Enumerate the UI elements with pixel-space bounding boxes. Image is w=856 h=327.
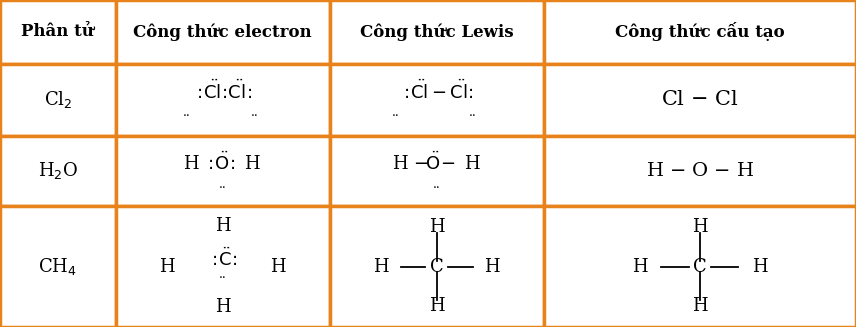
Text: ··: ·· [391, 110, 400, 123]
Bar [0, 0, 116, 64]
Bar [544, 136, 856, 206]
Bar [0, 206, 116, 327]
Text: H: H [692, 297, 708, 315]
Text: C: C [693, 257, 707, 276]
Text: H $-\!\ddot{\rm O}\!-$ H: H $-\!\ddot{\rm O}\!-$ H [392, 151, 481, 174]
Bar [330, 206, 544, 327]
Text: $:\!\ddot{\rm Cl}\!:\!\ddot{\rm Cl}\!:$: $:\!\ddot{\rm Cl}\!:\!\ddot{\rm Cl}\!:$ [193, 80, 253, 103]
Bar [330, 136, 544, 206]
Text: $:\!\ddot{\rm Cl}-\ddot{\rm Cl}\!:$: $:\!\ddot{\rm Cl}-\ddot{\rm Cl}\!:$ [400, 80, 473, 103]
Text: H: H [373, 257, 389, 276]
Text: H: H [429, 297, 444, 315]
Text: H: H [429, 218, 444, 236]
Text: Phân tử: Phân tử [21, 24, 94, 40]
Text: CH$_4$: CH$_4$ [39, 256, 77, 277]
Text: $:\!\ddot{\rm C}\!:$: $:\!\ddot{\rm C}\!:$ [208, 247, 237, 269]
Text: H: H [159, 257, 175, 276]
Bar [544, 206, 856, 327]
Bar [544, 64, 856, 136]
Text: H: H [215, 298, 230, 317]
Bar [330, 0, 544, 64]
Text: H: H [692, 218, 708, 236]
Bar [116, 136, 330, 206]
Bar [0, 136, 116, 206]
Text: H $-$ O $-$ H: H $-$ O $-$ H [645, 162, 754, 180]
Text: H: H [752, 257, 768, 276]
Bar [116, 0, 330, 64]
Bar [544, 0, 856, 64]
Text: H: H [484, 257, 500, 276]
Bar [116, 64, 330, 136]
Text: Công thức electron: Công thức electron [134, 23, 312, 41]
Text: ··: ·· [468, 110, 477, 123]
Text: Công thức Lewis: Công thức Lewis [360, 23, 514, 41]
Bar [330, 64, 544, 136]
Text: Cl$_2$: Cl$_2$ [44, 89, 72, 110]
Bar [0, 64, 116, 136]
Text: H $:\!\ddot{\rm O}\!:$ H: H $:\!\ddot{\rm O}\!:$ H [183, 151, 262, 174]
Text: H: H [215, 216, 230, 235]
Text: Công thức cấu tạo: Công thức cấu tạo [615, 22, 785, 42]
Text: ··: ·· [251, 110, 259, 123]
Text: H: H [632, 257, 648, 276]
Text: Cl $-$ Cl: Cl $-$ Cl [661, 90, 739, 109]
Text: ··: ·· [218, 272, 227, 285]
Bar [116, 206, 330, 327]
Text: H$_2$O: H$_2$O [38, 160, 78, 181]
Text: ··: ·· [218, 182, 227, 195]
Text: ··: ·· [182, 110, 191, 123]
Text: C: C [430, 257, 443, 276]
Text: H: H [270, 257, 286, 276]
Text: ··: ·· [432, 182, 441, 195]
